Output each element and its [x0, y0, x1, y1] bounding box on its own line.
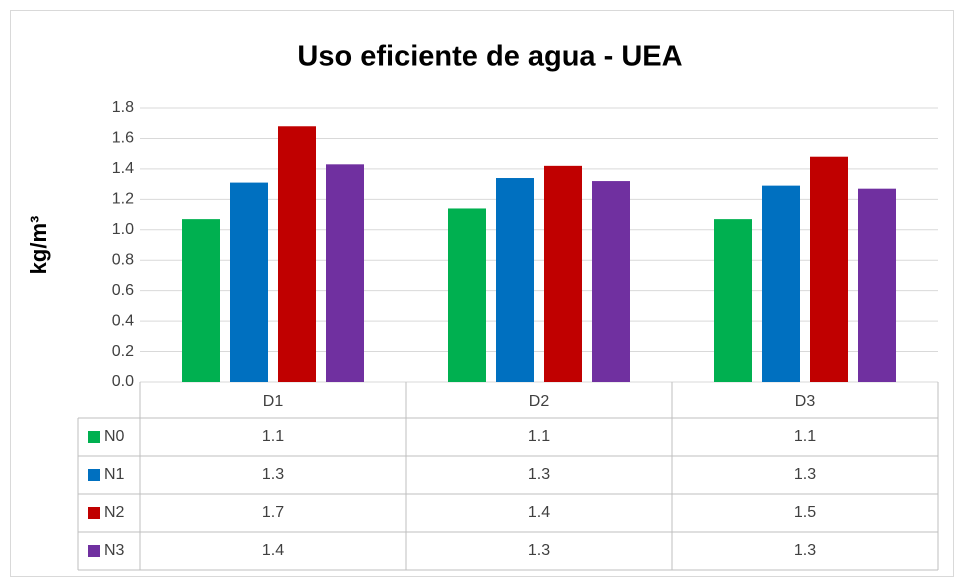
x-tick-label: D2: [529, 393, 550, 410]
data-label: 1.1: [262, 428, 284, 445]
y-tick-label: 0.6: [112, 282, 134, 299]
legend-swatch: [88, 431, 100, 443]
y-tick-label: 1.4: [112, 160, 134, 177]
bar: [182, 219, 220, 382]
y-tick-label: 1.0: [112, 221, 134, 238]
y-tick-label: 1.6: [112, 130, 134, 147]
legend-label: N2: [104, 504, 125, 521]
bar: [858, 188, 896, 382]
data-label: 1.3: [528, 466, 550, 483]
legend-label: N0: [104, 428, 125, 445]
x-tick-label: D1: [263, 393, 284, 410]
bar: [592, 181, 630, 382]
legend-swatch: [88, 507, 100, 519]
legend-label: N1: [104, 466, 125, 483]
data-label: 1.3: [262, 466, 284, 483]
chart-title: Uso eficiente de agua - UEA: [297, 41, 682, 73]
bar: [448, 208, 486, 382]
bar: [810, 156, 848, 382]
data-label: 1.3: [528, 542, 550, 559]
y-tick-label: 0.4: [112, 312, 134, 329]
data-label: 1.1: [528, 428, 550, 445]
bar: [326, 164, 364, 382]
bar: [278, 126, 316, 383]
data-label: 1.1: [794, 428, 816, 445]
y-tick-label: 0.8: [112, 251, 134, 268]
data-label: 1.4: [262, 542, 284, 559]
y-tick-label: 1.8: [112, 99, 134, 116]
bar: [230, 182, 268, 382]
data-label: 1.4: [528, 504, 550, 521]
data-label: 1.3: [794, 542, 816, 559]
data-label: 1.5: [794, 504, 816, 521]
y-tick-label: 0.0: [112, 373, 134, 390]
bar: [496, 178, 534, 382]
bar: [762, 185, 800, 382]
legend-label: N3: [104, 542, 125, 559]
data-label: 1.7: [262, 504, 284, 521]
y-tick-label: 1.2: [112, 191, 134, 208]
x-tick-label: D3: [795, 393, 816, 410]
y-axis-label: kg/m³: [26, 216, 51, 275]
data-label: 1.3: [794, 466, 816, 483]
legend-swatch: [88, 469, 100, 481]
legend-swatch: [88, 545, 100, 557]
bar: [544, 165, 582, 382]
bar: [714, 219, 752, 382]
y-tick-label: 0.2: [112, 343, 134, 360]
